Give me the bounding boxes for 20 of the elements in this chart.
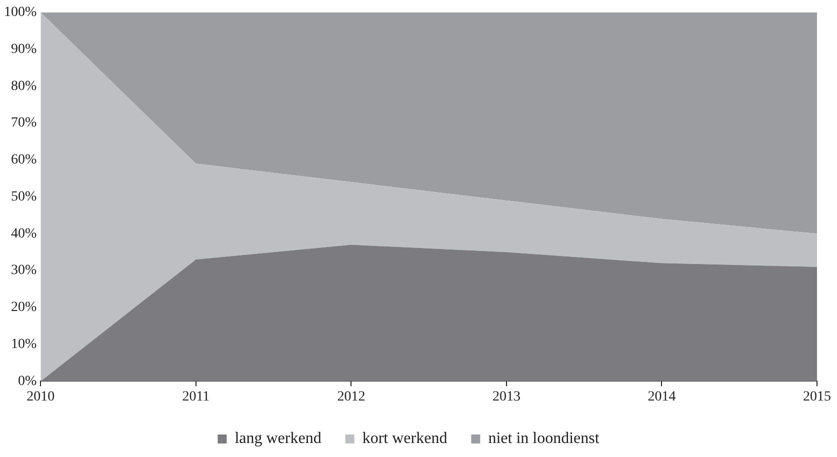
x-tick-label: 2012 <box>337 389 366 404</box>
y-tick-label: 40% <box>10 226 37 242</box>
y-tick-label: 100% <box>4 5 37 20</box>
x-tick-label: 2011 <box>182 389 210 404</box>
y-tick-label: 20% <box>10 300 37 316</box>
x-tick-label: 2015 <box>803 389 831 404</box>
y-tick-label: 80% <box>10 78 37 94</box>
y-tick-label: 50% <box>10 189 37 204</box>
x-tick-label: 2013 <box>492 389 520 404</box>
y-tick-label: 70% <box>10 116 37 131</box>
legend-label: kort werkend <box>362 430 448 448</box>
y-tick-label: 60% <box>10 152 37 168</box>
y-tick-label: 30% <box>10 263 37 278</box>
y-tick-label: 10% <box>10 336 37 352</box>
legend-label: lang werkend <box>234 430 322 448</box>
y-tick-label: 0% <box>18 374 37 389</box>
x-tick-label: 2010 <box>26 389 55 404</box>
y-tick-label: 90% <box>10 42 37 57</box>
legend-label: niet in loondienst <box>488 430 600 448</box>
x-tick-label: 2014 <box>648 389 676 404</box>
